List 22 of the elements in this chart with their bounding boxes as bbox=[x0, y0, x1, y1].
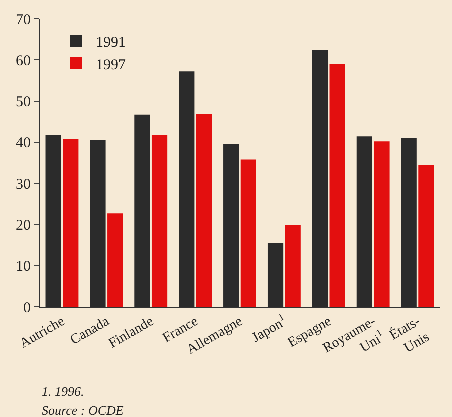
bar bbox=[108, 214, 124, 307]
y-tick-label: 0 bbox=[24, 300, 31, 316]
text: 1. 1996. bbox=[42, 384, 84, 399]
bar bbox=[152, 135, 168, 307]
y-tick-label: 30 bbox=[16, 176, 31, 193]
y-tick-label: 70 bbox=[16, 12, 31, 28]
y-tick-label: 60 bbox=[16, 53, 31, 70]
bar bbox=[285, 226, 301, 307]
x-tick-label: États-Unis bbox=[386, 312, 432, 356]
legend-label: 1991 bbox=[96, 34, 126, 51]
source-note: Source : OCDE bbox=[42, 403, 124, 417]
bar bbox=[196, 114, 212, 307]
y-tick-label: 20 bbox=[16, 218, 31, 234]
bar bbox=[418, 165, 434, 307]
bar bbox=[63, 140, 79, 307]
y-tick-label: 10 bbox=[16, 259, 31, 276]
bar bbox=[240, 160, 256, 307]
legend-label: 1997 bbox=[96, 57, 126, 74]
bar bbox=[330, 64, 346, 307]
y-tick-label: 50 bbox=[16, 94, 31, 111]
y-tick-label: 40 bbox=[16, 136, 31, 152]
bar bbox=[374, 142, 390, 307]
